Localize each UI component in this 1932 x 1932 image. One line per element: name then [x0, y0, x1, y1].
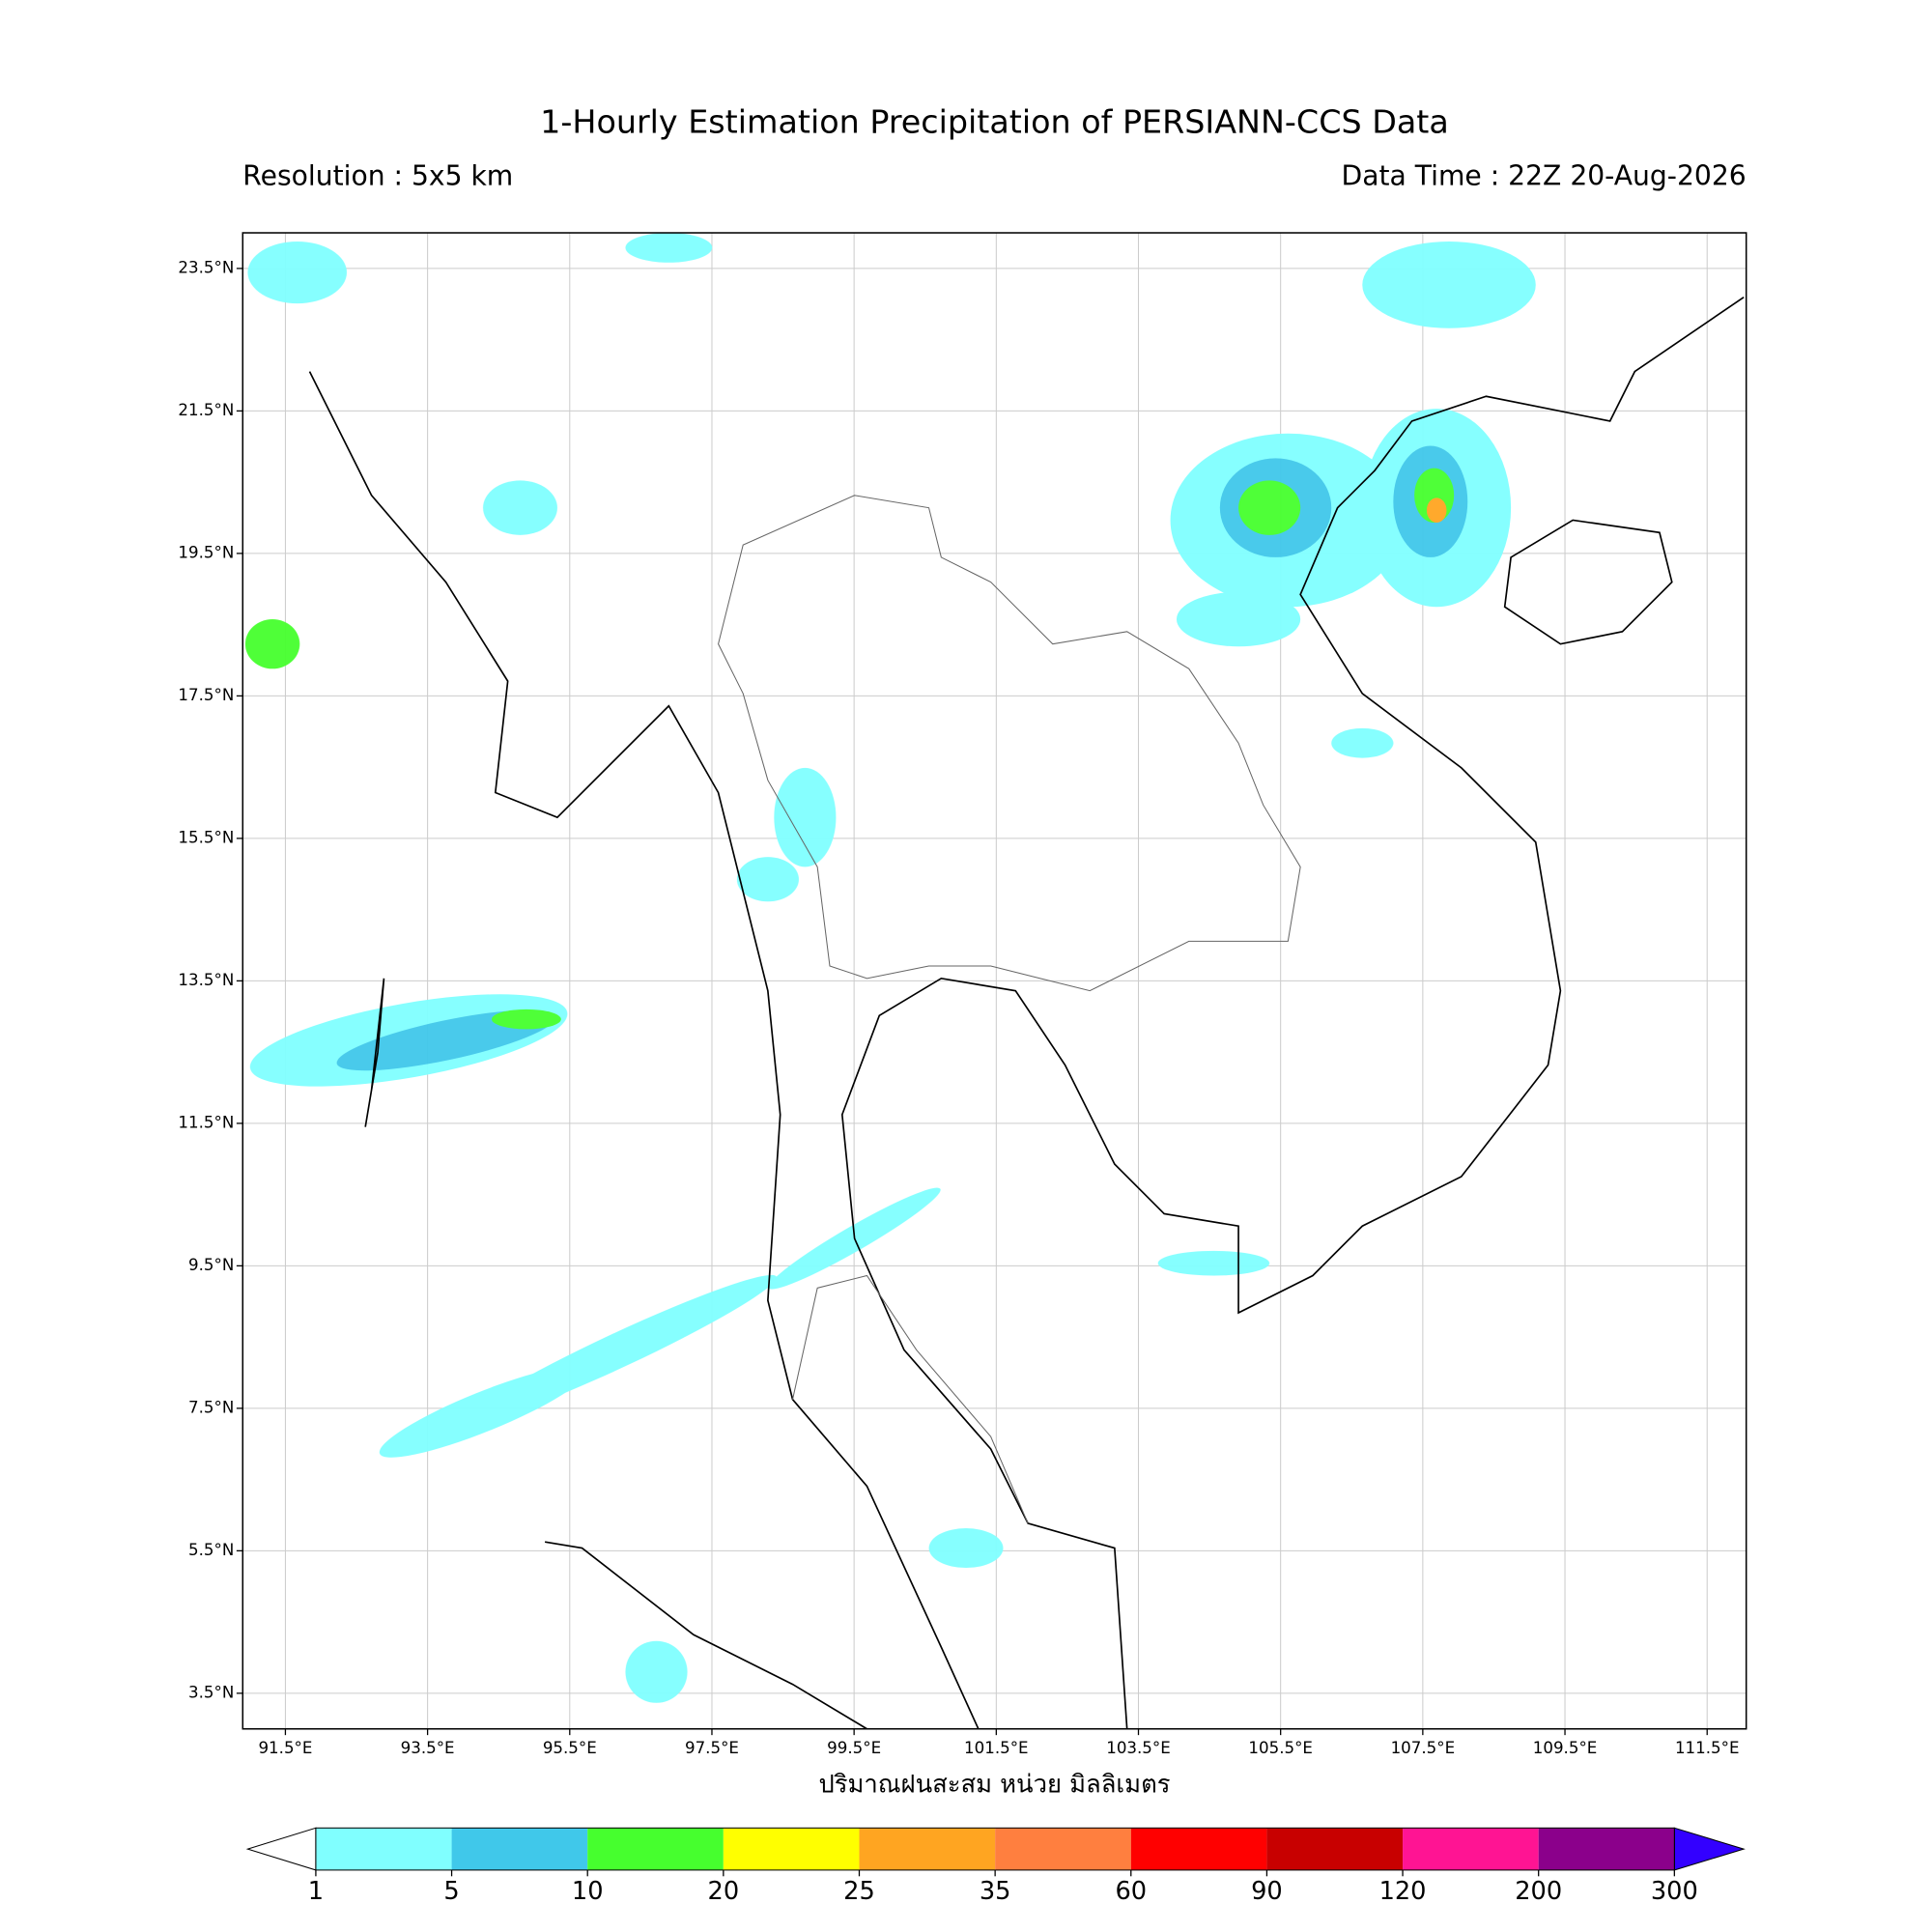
- y-tick-label: 15.5°N: [178, 828, 234, 846]
- colorbar-tick-label: 120: [1379, 1877, 1427, 1906]
- rain-area: [625, 233, 713, 263]
- colorbar-tick-label: 20: [708, 1877, 740, 1906]
- rain-area: [244, 619, 300, 669]
- colorbar-under: [245, 1827, 317, 1871]
- thailand-border: [718, 495, 1301, 992]
- y-tick-label: 3.5°N: [188, 1683, 234, 1701]
- rain-area: [483, 480, 557, 535]
- x-tick-label: 95.5°E: [543, 1739, 597, 1757]
- thailand-border: [792, 1274, 1029, 1524]
- colorbar-tick-label: 90: [1251, 1877, 1283, 1906]
- resolution: Resolution : 5x5 km: [242, 159, 513, 191]
- y-tick-label: 9.5°N: [188, 1256, 234, 1274]
- coastlines: [308, 297, 1745, 1730]
- colorbar-segment: [995, 1828, 1131, 1870]
- colorbar-tick-label: 10: [572, 1877, 604, 1906]
- y-tick-label: 23.5°N: [178, 258, 234, 276]
- grid: 91.5°E 93.5°E 95.5°E 97.5°E 99.5°E 101.5°E 103…: [178, 233, 1747, 1757]
- colorbar: 1 5 10 20 25 35 60 90 120 200 300: [245, 1827, 1746, 1906]
- data-time: Data Time : 22Z 20-Aug-2026: [1342, 159, 1747, 191]
- rain-area: [1238, 480, 1301, 535]
- coastline: [308, 297, 1745, 1730]
- rain-area: [379, 1366, 587, 1458]
- coastline: [544, 1541, 867, 1730]
- y-tick-label: 11.5°N: [178, 1113, 234, 1131]
- x-tick-label: 103.5°E: [1106, 1739, 1171, 1757]
- colorbar-segment: [451, 1828, 588, 1870]
- x-tick-label: 109.5°E: [1533, 1739, 1598, 1757]
- colorbar-segment: [723, 1828, 860, 1870]
- y-tick-label: 17.5°N: [178, 686, 234, 704]
- x-tick-label: 93.5°E: [401, 1739, 455, 1757]
- precipitation: [244, 233, 1536, 1703]
- rain-area: [1362, 242, 1536, 328]
- x-tick-label: 111.5°E: [1675, 1739, 1740, 1757]
- y-tick-label: 13.5°N: [178, 971, 234, 989]
- colorbar-tick-label: 35: [980, 1877, 1011, 1906]
- colorbar-tick-label: 60: [1115, 1877, 1147, 1906]
- x-tick-label: 99.5°E: [827, 1739, 881, 1757]
- rain-area: [1426, 497, 1447, 524]
- x-tick-label: 107.5°E: [1391, 1739, 1456, 1757]
- x-tick-label: 91.5°E: [258, 1739, 312, 1757]
- y-tick-label: 5.5°N: [188, 1541, 234, 1559]
- colorbar-tick-label: 25: [843, 1877, 875, 1906]
- x-tick-label: 97.5°E: [685, 1739, 739, 1757]
- colorbar-segment: [315, 1828, 452, 1870]
- rain-area: [491, 1009, 561, 1030]
- colorbar-tick-label: 300: [1651, 1877, 1698, 1906]
- rain-area: [774, 767, 837, 867]
- colorbar-label: ปริมาณฝนสะสม หน่วย มิลลิเมตร: [818, 1771, 1170, 1800]
- colorbar-tick-label: 1: [308, 1877, 324, 1906]
- map-frame: [242, 232, 1747, 1730]
- rain-area: [928, 1528, 1004, 1569]
- rain-area: [1157, 1250, 1270, 1276]
- colorbar-over: [1673, 1827, 1746, 1871]
- colorbar-tick-label: 5: [443, 1877, 459, 1906]
- colorbar-segment: [587, 1828, 724, 1870]
- colorbar-segment: [1403, 1828, 1539, 1870]
- island: [1503, 519, 1673, 645]
- island: [364, 978, 385, 1127]
- colorbar-segment: [859, 1828, 996, 1870]
- colorbar-segment: [1538, 1828, 1675, 1870]
- colorbar-tick-label: 200: [1515, 1877, 1562, 1906]
- colorbar-segment: [1130, 1828, 1267, 1870]
- rain-area: [625, 1640, 688, 1703]
- x-tick-label: 105.5°E: [1248, 1739, 1313, 1757]
- colorbar-segment: [1266, 1828, 1404, 1870]
- y-tick-label: 21.5°N: [178, 401, 234, 419]
- y-tick-label: 19.5°N: [178, 543, 234, 561]
- x-tick-label: 101.5°E: [964, 1739, 1029, 1757]
- rain-area: [247, 242, 347, 304]
- rain-area: [1176, 591, 1301, 647]
- rain-area: [1331, 727, 1394, 758]
- title: 1-Hourly Estimation Precipitation of PER…: [540, 103, 1449, 141]
- y-tick-label: 7.5°N: [188, 1398, 234, 1416]
- rain-area: [736, 857, 799, 902]
